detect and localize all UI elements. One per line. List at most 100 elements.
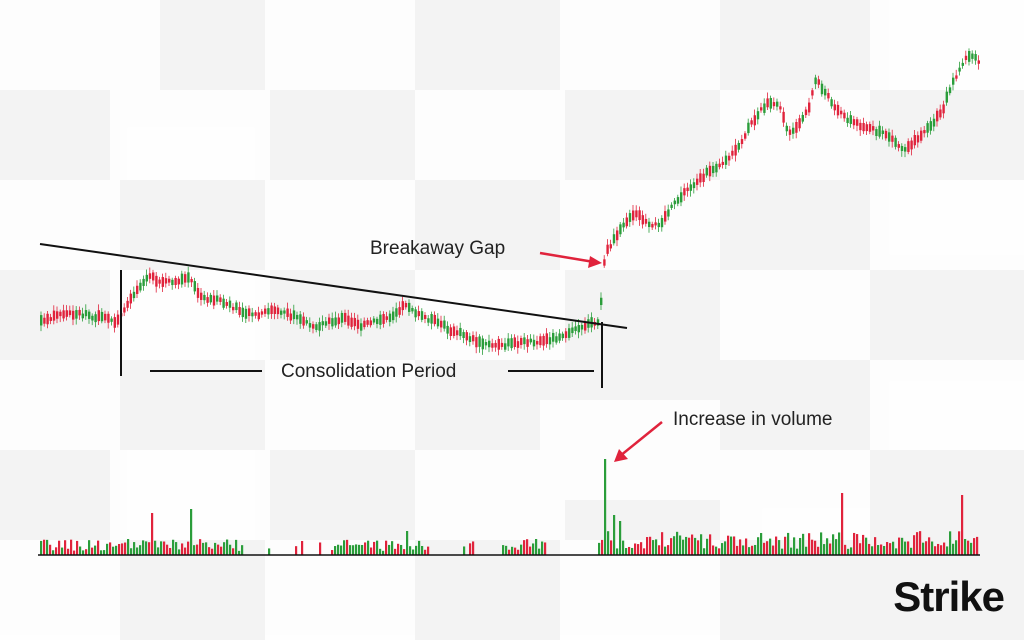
volume-bar [94,545,97,555]
candle-body [632,210,635,221]
volume-bar [961,495,964,555]
candle-body [468,336,472,343]
volume-bar [172,539,175,555]
candle-body [449,327,452,337]
volume-bar [388,544,391,555]
candle-body [46,313,49,325]
breakaway-gap-arrow [539,251,602,268]
candle-body [324,321,328,326]
volume-bar [229,544,232,555]
candle-body [955,75,958,79]
volume-bar [49,544,52,555]
candle-body [510,338,513,349]
volume-bar [604,459,607,555]
candle-body [520,337,523,345]
volume-bar [763,542,766,555]
candle-body [273,306,276,315]
candle-body [427,318,430,323]
volume-bar [532,543,535,555]
candle-body [840,110,843,115]
candle-body [798,118,801,129]
volume-bar [613,515,616,555]
candle-body [321,321,324,326]
candle-body [801,114,804,122]
candle-body [308,323,312,328]
candle-body [676,197,680,204]
volume-bar [400,544,403,555]
volume-bar [349,545,352,555]
candle-body [737,142,740,150]
candle-body [299,314,302,324]
candle-body [846,117,849,124]
candle-body [881,130,884,135]
candle-body [443,320,446,329]
volume-bar [301,541,304,555]
candle-body [945,91,948,103]
candle-body [225,302,228,306]
candle-body [766,98,769,108]
candle-body [888,132,891,142]
candle-body [561,333,564,339]
volume-bar [754,544,757,555]
volume-bar [169,547,172,555]
candle-body [212,295,216,306]
candle-body [763,103,766,113]
volume-bar [52,550,55,555]
candle-body [158,279,161,284]
candle-body [788,129,792,135]
candle-body [142,278,145,286]
volume-bar [541,541,544,555]
candle-body [164,278,168,284]
volume-bar [742,545,745,555]
volume-bar [199,539,202,555]
candle-body [200,292,203,300]
candle-body [641,215,644,225]
candle-body [760,107,763,111]
candle-body [145,274,148,282]
volume-bar [913,535,916,555]
volume-bar [649,536,652,555]
candle-body [625,217,628,227]
candle-body [504,343,507,350]
candle-body [894,137,897,147]
candle-body [644,218,648,224]
volume-bar [790,547,793,555]
candle-body [657,222,660,228]
candle-body [856,119,859,126]
volume-bar [223,542,226,555]
volume-bar [187,541,190,555]
candle-body [622,222,625,228]
volume-bar [175,542,178,555]
volume-bar [970,542,973,555]
candle-body [452,326,456,336]
volume-bar [838,532,841,555]
candle-body [420,311,424,320]
candle-body [43,317,46,324]
candle-body [177,278,180,285]
candle-body [600,297,603,306]
volume-bar [472,541,475,555]
volume-bar [688,537,691,555]
volume-bar [931,541,934,555]
candle-body [785,125,788,132]
candle-body [436,318,440,327]
volume-bar [925,541,928,555]
volume-bar [811,539,814,555]
volume-bar [511,546,514,555]
volume-bar [355,544,358,555]
volume-bar [865,537,868,555]
candle-body [68,310,72,316]
volume-bar [829,543,832,555]
candle-body [104,313,107,321]
volume-bar [421,545,424,555]
volume-bar [340,545,343,555]
volume-bar [784,536,787,555]
candle-body [459,327,462,337]
candle-body [161,277,164,287]
volume-bar [226,539,229,555]
candle-body [193,281,196,292]
volume-bar [616,548,619,555]
volume-bar [538,548,541,555]
candle-body [744,133,747,139]
candle-body [587,319,590,328]
